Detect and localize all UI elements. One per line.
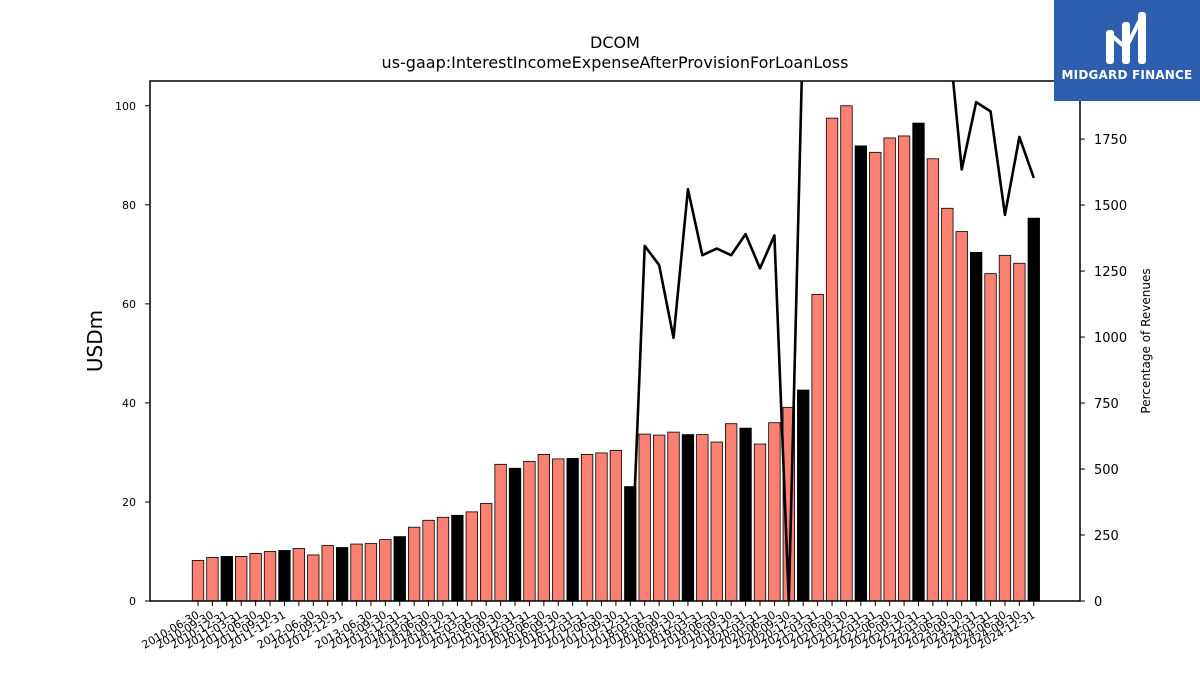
bar-2020-03-31	[753, 443, 767, 602]
bar-2011-12-31	[278, 550, 291, 602]
bar-2015-12-31	[508, 467, 522, 602]
bar-2012-03-31	[292, 548, 306, 602]
y2-tick-label: 1000	[1094, 331, 1127, 346]
y2-tick-label: 750	[1094, 397, 1119, 412]
brand-name: MIDGARD FINANCE	[1061, 68, 1193, 82]
y-tick-label: 60	[122, 298, 136, 311]
chart-subtitle: us-gaap:InterestIncomeExpenseAfterProvis…	[382, 53, 849, 72]
bar-2020-06-30	[768, 422, 781, 602]
bar-2022-03-31	[869, 151, 882, 602]
bar-2024-12-31	[1027, 217, 1040, 602]
bar-2018-12-31	[681, 434, 695, 602]
bar-2019-09-30	[725, 423, 738, 602]
bar-2018-09-30	[667, 431, 680, 602]
bar-2023-09-30	[955, 231, 968, 602]
bar-2023-06-30	[941, 207, 954, 602]
bar-2015-09-30	[494, 463, 507, 602]
bar-2016-06-30	[537, 454, 550, 602]
bar-2011-03-31	[235, 556, 248, 602]
y2-tick-label: 250	[1094, 529, 1119, 544]
bar-2021-09-30	[840, 105, 853, 602]
bar-2022-09-30	[897, 135, 911, 602]
y-axis-left: 0 20 40 60 80 100	[115, 100, 150, 608]
y-tick-label: 100	[115, 100, 136, 113]
bar-2024-09-30	[1013, 262, 1026, 602]
y-tick-label: 80	[122, 199, 136, 212]
bar-2011-09-30	[263, 551, 277, 602]
line-layer	[629, 81, 1036, 601]
bar-2016-03-31	[523, 460, 536, 602]
bar-2013-09-30	[379, 539, 392, 602]
y-tick-label: 0	[129, 595, 136, 608]
bar-2016-09-30	[552, 458, 565, 602]
y-tick-label: 40	[122, 397, 136, 410]
bar-2021-06-30	[825, 117, 839, 602]
bar-2014-09-30	[436, 516, 450, 602]
y2-axis-label: Percentage of Revenues	[1139, 268, 1153, 413]
percentage-line	[629, 81, 1036, 601]
bar-2013-12-31	[393, 536, 406, 602]
bar-2022-06-30	[883, 137, 896, 602]
bar-2017-06-30	[595, 452, 608, 602]
bar-2012-09-30	[321, 545, 334, 602]
bar-2022-12-31	[912, 122, 925, 602]
bar-2013-06-30	[364, 543, 378, 602]
y-axis-right: 0 250 500 750 1000 1250 1500 1750	[1080, 133, 1127, 610]
brand-mark-icon	[1106, 12, 1146, 64]
bar-2019-06-30	[710, 441, 723, 602]
bar-2018-06-30	[652, 434, 666, 602]
y2-tick-label: 1500	[1094, 199, 1127, 214]
y-tick-label: 20	[122, 496, 136, 509]
brand-logo: MIDGARD FINANCE	[1054, 0, 1200, 101]
bar-2021-12-31	[854, 145, 868, 602]
plot-frame	[149, 80, 1081, 602]
bar-2010-09-30	[206, 557, 219, 602]
bar-2016-12-31	[566, 457, 579, 602]
bar-2010-06-30	[191, 559, 205, 602]
y-axis-label: USDm	[83, 310, 107, 372]
bar-2014-12-31	[451, 514, 464, 602]
bar-2021-03-31	[811, 294, 824, 602]
bar-2018-03-31	[638, 433, 651, 602]
y2-tick-label: 1250	[1094, 265, 1127, 280]
bar-2017-03-31	[580, 454, 594, 602]
bar-2013-03-31	[350, 543, 363, 602]
bar-2014-06-30	[422, 519, 435, 602]
bar-2011-06-30	[249, 553, 262, 602]
bar-2014-03-31	[407, 526, 421, 602]
bar-2012-06-30	[307, 554, 320, 602]
y2-tick-label: 1750	[1094, 133, 1127, 148]
bar-2024-03-31	[984, 273, 997, 602]
bar-2024-06-30	[998, 254, 1012, 602]
y2-tick-label: 0	[1094, 595, 1102, 610]
bar-2019-12-31	[739, 427, 752, 602]
bar-2020-12-31	[797, 389, 810, 602]
bar-2023-03-31	[926, 158, 940, 602]
bar-2017-09-30	[609, 450, 623, 602]
chart-title: DCOM	[590, 33, 640, 52]
bar-2012-12-31	[335, 547, 349, 602]
bar-2023-12-31	[969, 251, 983, 602]
bar-2019-03-31	[696, 434, 709, 602]
bars-layer	[191, 105, 1040, 602]
bar-2010-12-31	[220, 556, 233, 602]
bar-2015-03-31	[465, 511, 478, 602]
y2-tick-label: 500	[1094, 463, 1119, 478]
x-axis: 2010-06-302010-09-302010-12-312011-03-31…	[140, 601, 1037, 652]
bar-2015-06-30	[480, 503, 493, 602]
